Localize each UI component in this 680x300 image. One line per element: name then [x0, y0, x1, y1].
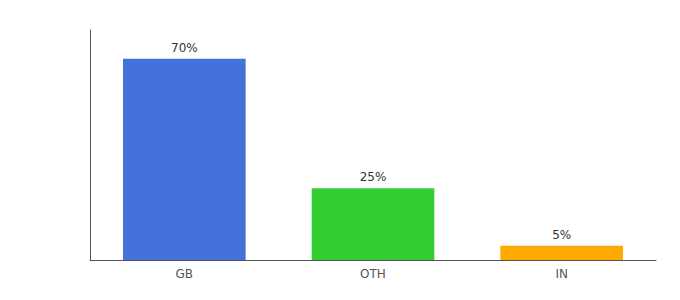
- svg-text:5%: 5%: [552, 228, 571, 242]
- svg-text:GB: GB: [176, 267, 194, 281]
- svg-text:IN: IN: [555, 267, 568, 281]
- svg-text:OTH: OTH: [360, 267, 386, 281]
- svg-text:70%: 70%: [171, 41, 198, 55]
- svg-text:25%: 25%: [360, 170, 387, 184]
